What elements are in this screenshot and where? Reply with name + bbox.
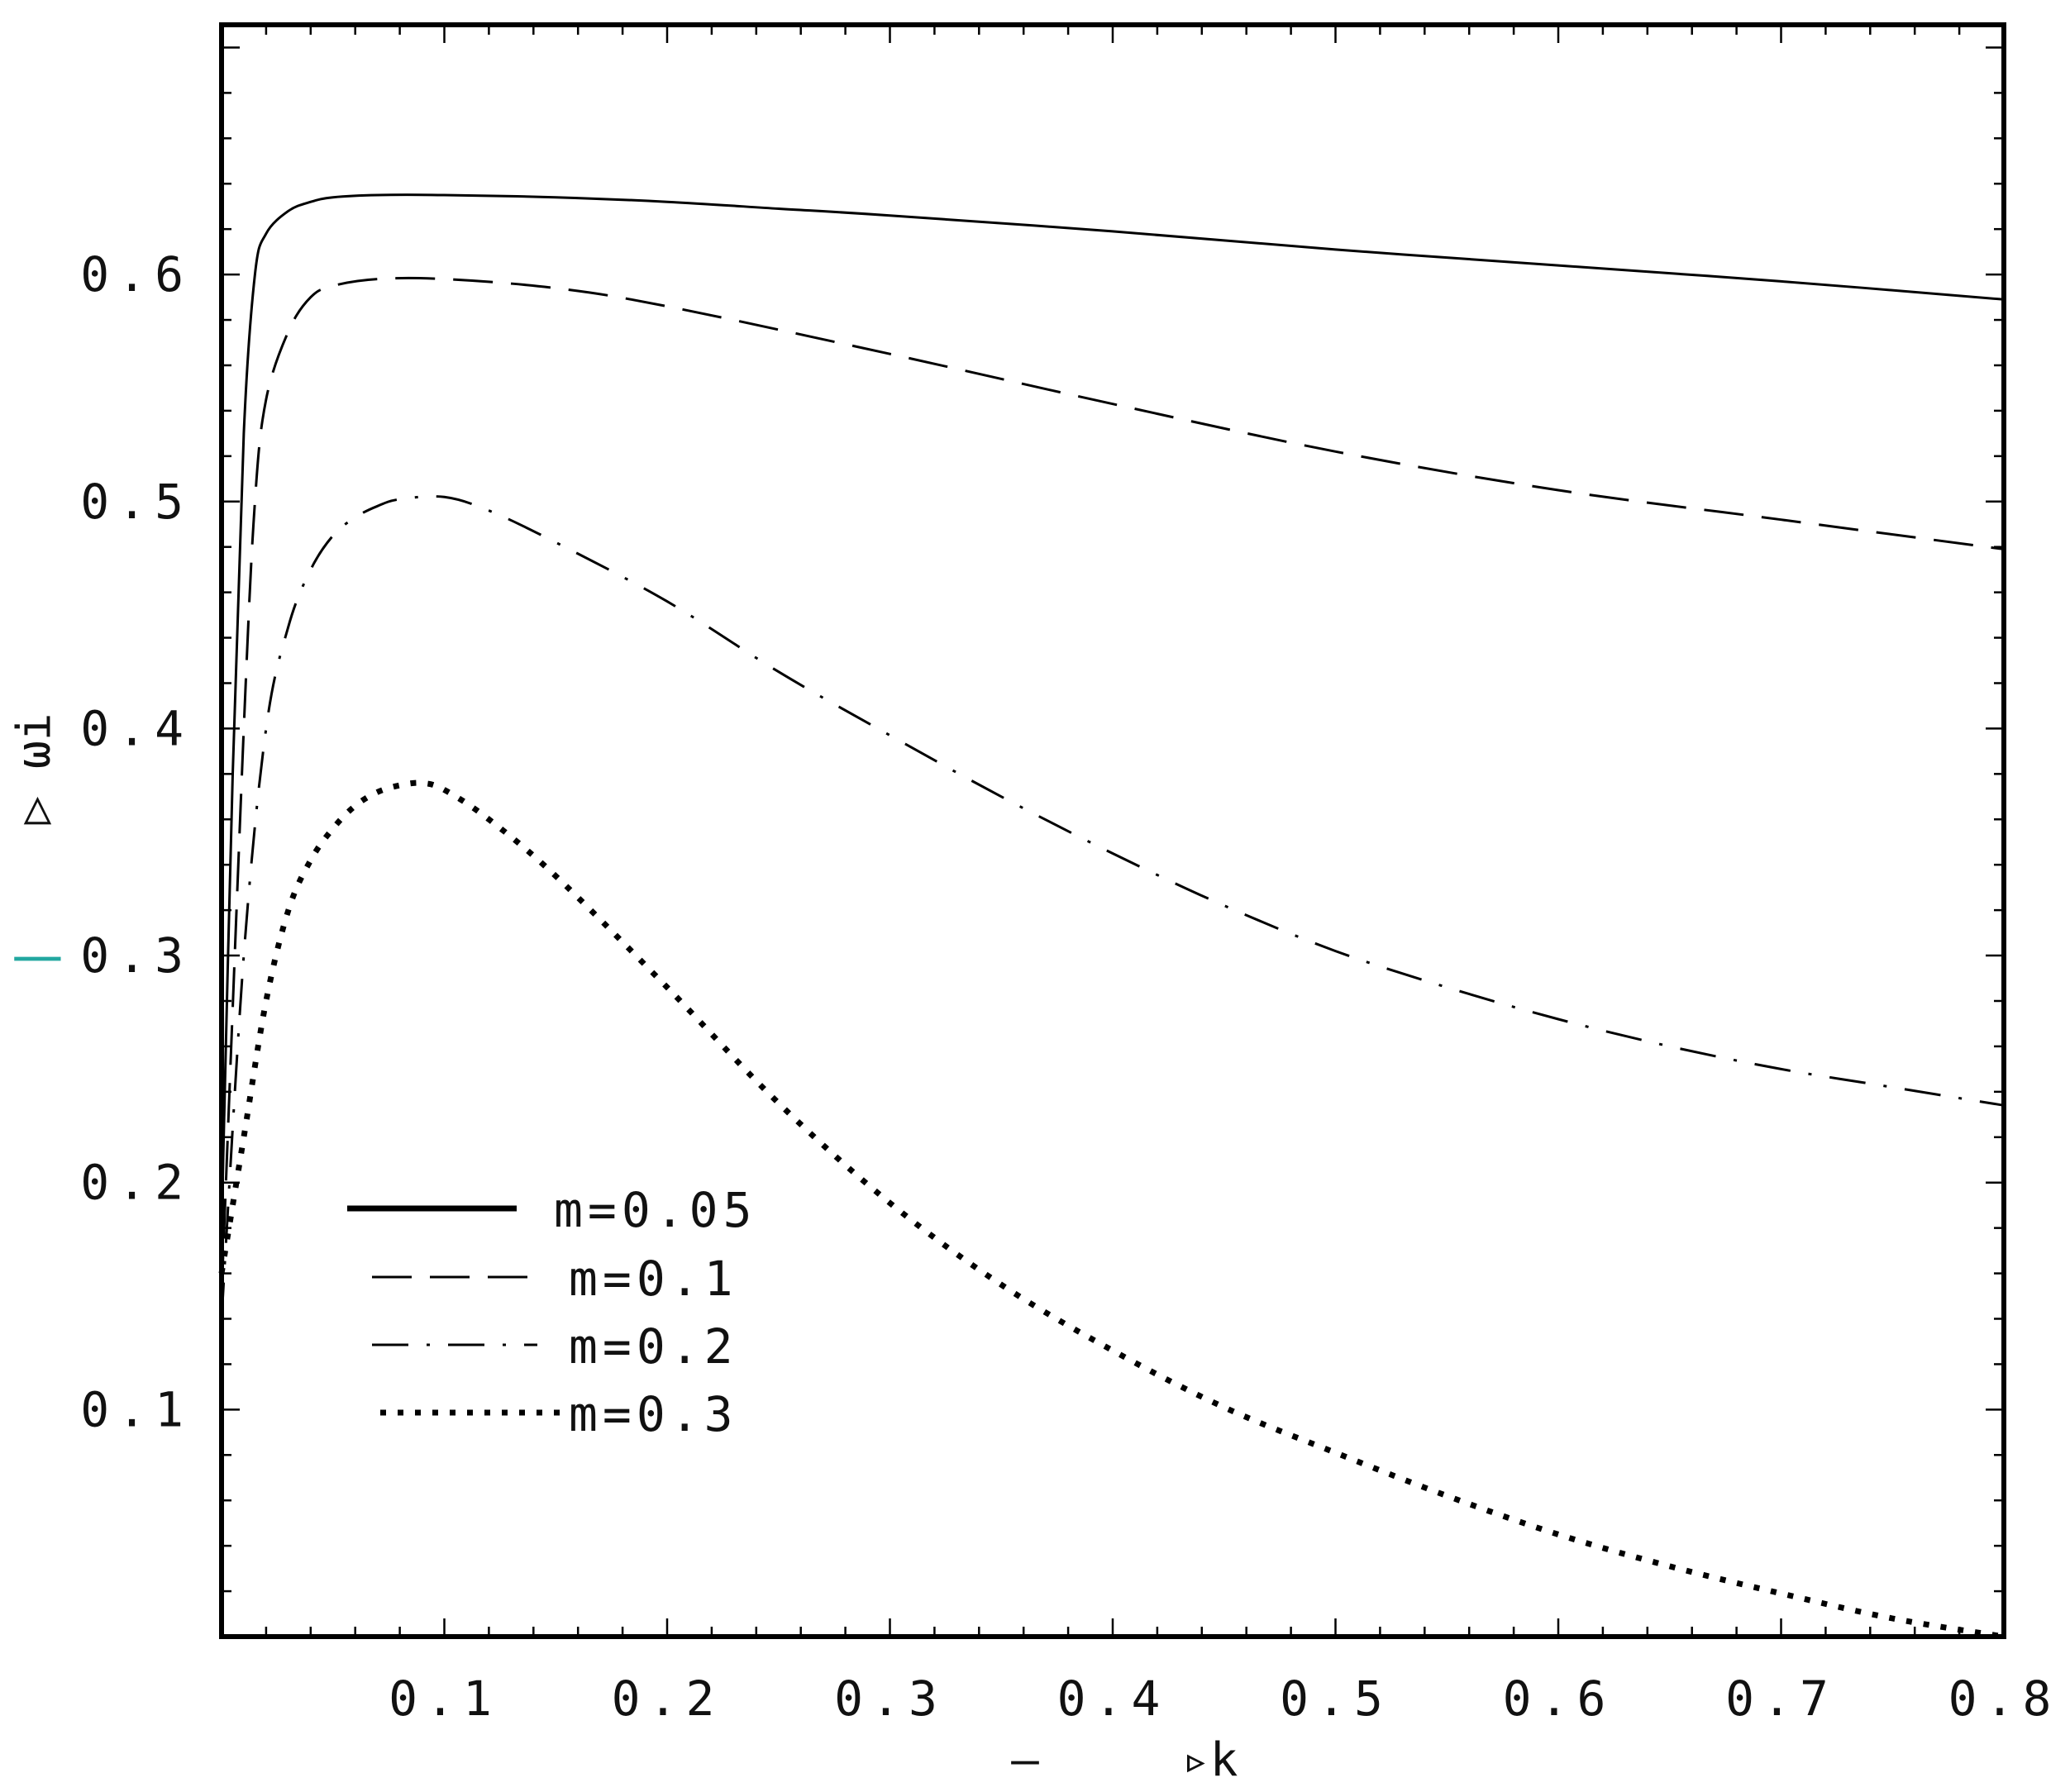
x-tick-label: 0.2 [612,1670,723,1727]
legend: m=0.05 m=0.1 m=0.2 m=0.3 [347,1182,757,1442]
series-line-m-0-3 [218,779,2005,1640]
y-tick-label: 0.6 [80,246,192,303]
y-axis-label: ▷ ωi [7,713,61,825]
y-tick-label: 0.3 [80,927,192,984]
series-group [218,193,2005,1640]
y-tick-label: 0.1 [80,1381,192,1437]
ticks-group [222,25,2004,1637]
legend-label: m=0.2 [569,1318,738,1375]
series-line-m-0-05 [220,193,2005,1228]
tick-labels-group: 0.1 0.2 0.3 0.4 0.5 0.6 0.7 0.8 0.1 0.2 0.3 0.4 0.5 0… [80,246,2060,1727]
y-tick-label: 0.5 [80,474,192,530]
x-tick-label: 0.6 [1503,1670,1615,1727]
x-tick-label: 0.5 [1280,1670,1391,1727]
y-tick-label: 0.4 [80,700,192,756]
x-axis-label: ▹k [1182,1733,1238,1787]
y-tick-label: 0.2 [80,1155,192,1211]
x-tick-label: 0.4 [1057,1670,1169,1727]
x-tick-label: 0.1 [389,1670,500,1727]
x-tick-label: 0.8 [1948,1670,2060,1727]
legend-label: m=0.3 [569,1386,738,1442]
legend-label: m=0.1 [569,1251,738,1307]
series-line-m-0-2 [220,494,2005,1319]
series-line-m-0-1 [220,276,2005,1297]
x-tick-label: 0.3 [834,1670,946,1727]
x-tick-label: 0.7 [1725,1670,1837,1727]
legend-label: m=0.05 [554,1182,757,1238]
x-axis-mark: — [1011,1733,1039,1787]
y-axis-mark: | [7,945,61,973]
